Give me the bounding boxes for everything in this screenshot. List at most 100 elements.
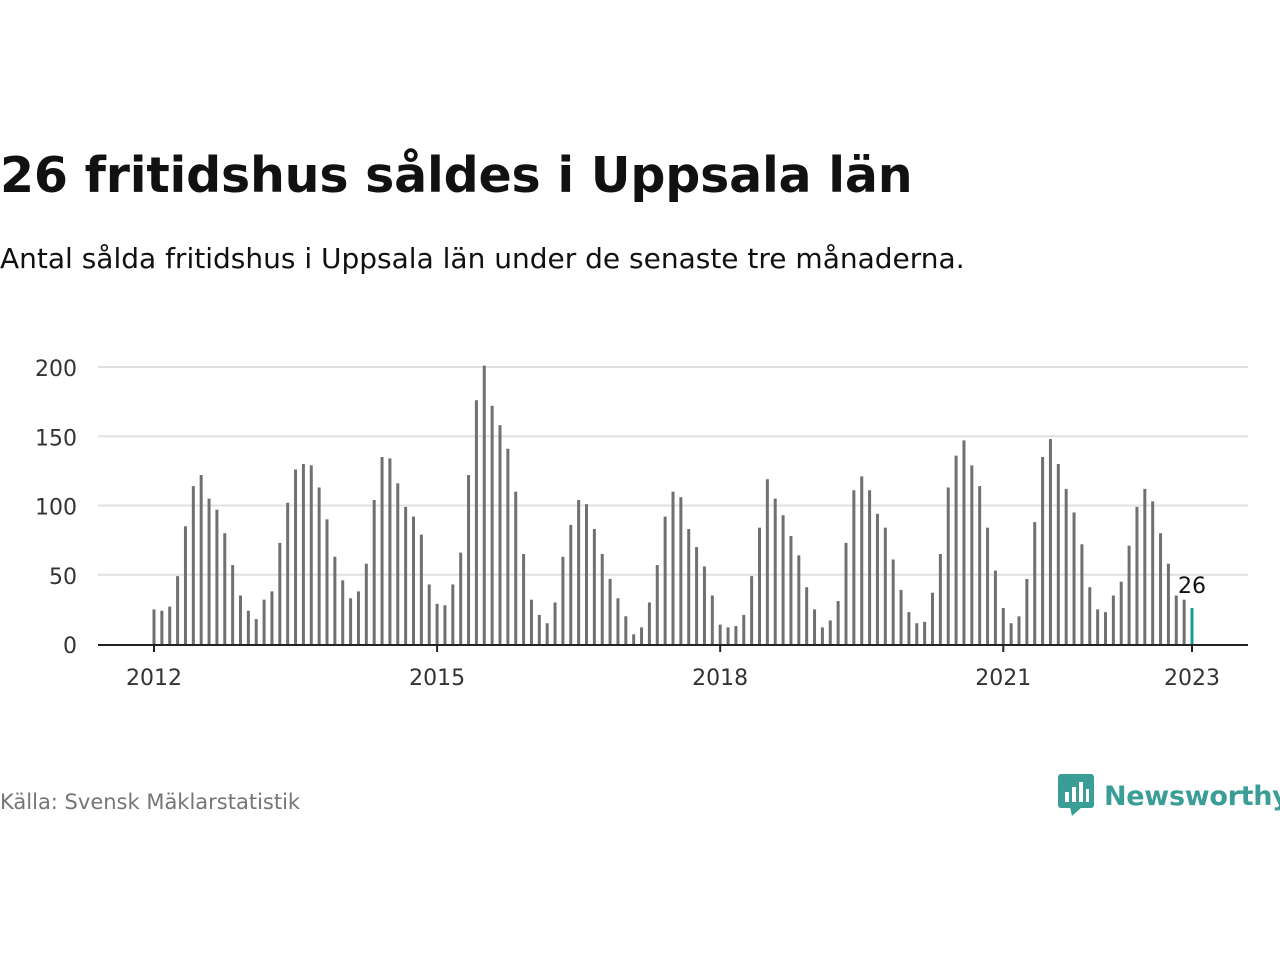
bar — [207, 498, 211, 644]
bar — [600, 553, 604, 644]
bars — [152, 365, 1194, 644]
highlight-data-label: 26 — [1178, 574, 1206, 599]
bar — [270, 591, 274, 644]
bar — [789, 535, 793, 644]
bar — [883, 527, 887, 644]
bar — [1080, 544, 1084, 644]
bar — [1072, 512, 1076, 644]
bar — [239, 595, 242, 644]
bar — [1182, 599, 1186, 644]
bar — [671, 491, 675, 644]
bar — [836, 601, 840, 644]
newsworthy-logo: Newsworthy — [1058, 774, 1280, 818]
bar — [577, 499, 581, 644]
bar — [451, 584, 455, 644]
bar — [820, 627, 824, 644]
bar — [954, 455, 958, 644]
bar — [632, 634, 636, 644]
x-tick-label: 2021 — [975, 666, 1031, 691]
bar — [1151, 501, 1155, 644]
bar — [349, 598, 353, 644]
bar — [443, 605, 447, 644]
bar — [875, 513, 879, 644]
chart-subtitle: Antal sålda fritidshus i Uppsala län und… — [0, 242, 965, 275]
bar — [364, 563, 368, 644]
bar — [317, 487, 321, 644]
bar — [742, 614, 746, 644]
bar — [301, 463, 305, 644]
bar-chart-bubble-icon — [1058, 774, 1094, 816]
bar — [341, 580, 345, 644]
bar — [813, 609, 817, 644]
bar — [333, 556, 337, 644]
bar — [1119, 581, 1123, 644]
bar — [695, 547, 699, 644]
bar — [435, 603, 439, 644]
bar — [931, 592, 934, 644]
bar — [183, 526, 187, 644]
bar — [1166, 563, 1170, 644]
bar — [529, 599, 533, 644]
bar — [1174, 595, 1178, 644]
bar — [797, 555, 801, 644]
bar — [278, 542, 282, 644]
bar — [514, 491, 518, 644]
bar — [765, 479, 769, 644]
bar — [152, 609, 156, 644]
bar — [223, 533, 227, 644]
bar — [286, 502, 290, 644]
bar — [962, 440, 966, 644]
bar — [758, 527, 761, 644]
bar — [844, 542, 848, 644]
bar — [191, 486, 195, 644]
bar — [592, 529, 596, 644]
bar — [970, 465, 974, 644]
bar — [1001, 607, 1005, 644]
chart-title: 26 fritidshus såldes i Uppsala län — [0, 147, 913, 204]
bar — [734, 625, 738, 644]
bar — [419, 534, 423, 644]
bar — [372, 499, 376, 644]
bar — [1064, 488, 1068, 644]
bar-highlight — [1190, 607, 1194, 644]
bar — [1056, 463, 1060, 644]
bar — [1025, 578, 1029, 644]
x-tick-label: 2023 — [1164, 666, 1220, 691]
bar — [522, 553, 526, 644]
bar — [199, 475, 203, 644]
bar — [1159, 533, 1163, 644]
bar — [663, 516, 667, 644]
bar — [506, 448, 510, 644]
bar — [553, 602, 557, 644]
bar — [1096, 609, 1100, 644]
x-tick-label: 2018 — [692, 666, 748, 691]
bar — [860, 476, 864, 644]
bar — [986, 527, 990, 644]
bar — [160, 610, 164, 644]
bar — [1143, 488, 1147, 644]
bar — [309, 465, 313, 644]
bar — [1127, 545, 1131, 644]
bar — [482, 365, 486, 644]
bar — [1033, 522, 1037, 644]
bar — [262, 599, 266, 644]
bar — [938, 553, 942, 644]
bar — [569, 524, 573, 644]
bar — [805, 587, 809, 644]
y-tick-label: 0 — [63, 634, 77, 659]
bar — [585, 504, 588, 644]
bar — [891, 559, 895, 644]
bar — [868, 490, 872, 644]
bar — [687, 529, 691, 644]
bar — [781, 515, 785, 644]
bar — [946, 487, 950, 644]
bar — [561, 556, 565, 644]
bar — [710, 595, 714, 644]
bar — [718, 624, 722, 644]
bar — [993, 570, 997, 644]
bar — [1135, 506, 1139, 644]
bar — [655, 565, 659, 644]
bar — [537, 614, 541, 644]
bar — [1111, 595, 1115, 644]
bar — [412, 516, 415, 644]
